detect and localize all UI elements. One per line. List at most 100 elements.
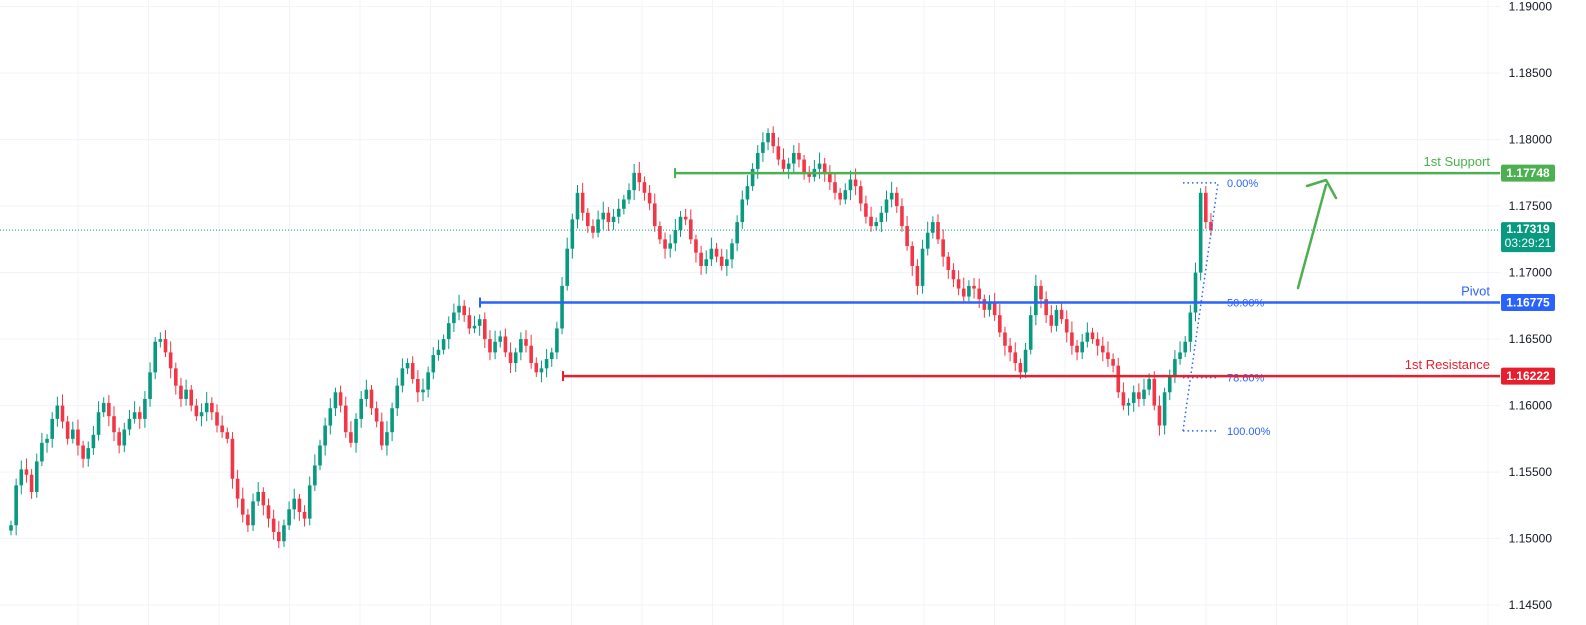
candle	[1090, 327, 1095, 344]
candle	[910, 241, 915, 276]
candle	[302, 505, 307, 527]
candle	[869, 206, 873, 232]
support-price-badge: 1.17748	[1501, 164, 1555, 182]
candle	[539, 360, 544, 383]
candle	[925, 221, 930, 256]
fib-level-label: 100.00%	[1227, 426, 1271, 438]
candle	[1126, 398, 1131, 416]
candle	[122, 422, 127, 453]
candle	[158, 332, 163, 348]
candle	[55, 396, 60, 427]
candle	[1059, 303, 1064, 324]
candle	[395, 377, 400, 417]
candle	[565, 237, 569, 291]
candle	[416, 370, 420, 403]
candle	[477, 314, 482, 336]
candle	[1070, 321, 1074, 355]
candle	[622, 194, 626, 215]
candle	[318, 439, 322, 471]
candle	[45, 434, 49, 453]
candle	[168, 341, 173, 379]
candle	[174, 362, 178, 395]
candle	[143, 391, 147, 428]
candle	[50, 412, 54, 448]
candle	[199, 403, 204, 427]
candle	[369, 384, 374, 416]
candle	[462, 300, 466, 322]
candle	[879, 205, 884, 233]
candle	[1049, 305, 1054, 333]
candle	[1003, 326, 1007, 356]
candle	[1188, 304, 1193, 352]
candle	[1173, 350, 1177, 384]
projection-arrow[interactable]	[1296, 178, 1338, 290]
y-tick-label: 1.17500	[1509, 199, 1553, 213]
support-label: 1st Support	[1424, 154, 1491, 169]
candle	[307, 476, 312, 526]
candle	[441, 334, 446, 355]
candle	[1064, 310, 1069, 343]
candle	[982, 294, 987, 318]
candle	[400, 358, 405, 393]
candle	[874, 217, 878, 231]
y-tick-label: 1.16000	[1509, 399, 1553, 413]
candle	[14, 478, 18, 536]
candle	[333, 387, 338, 417]
candle	[137, 406, 142, 429]
candle	[828, 165, 832, 191]
candle	[354, 413, 358, 453]
y-tick-label: 1.19000	[1509, 0, 1553, 14]
candle	[163, 330, 168, 358]
candle	[611, 208, 616, 230]
candle	[642, 176, 647, 201]
candle	[663, 232, 667, 259]
candle	[127, 409, 132, 436]
candle	[467, 307, 472, 335]
candle	[1023, 342, 1028, 379]
candle	[1131, 385, 1136, 412]
candle	[508, 342, 513, 374]
candle	[544, 349, 549, 378]
candle	[483, 312, 487, 349]
candle	[230, 432, 235, 489]
candle	[745, 175, 750, 206]
resistance-label: 1st Resistance	[1405, 357, 1490, 372]
candle	[627, 183, 631, 205]
candle	[1183, 336, 1187, 358]
candle	[848, 170, 853, 201]
candle	[266, 498, 271, 528]
candle	[1121, 382, 1126, 411]
candle	[148, 362, 152, 407]
svg-text:1.17319: 1.17319	[1506, 222, 1550, 236]
candle	[1162, 387, 1167, 435]
price-axis-badges: 1.17748 1.16775 1.16222 1.17319 03:29:21	[1501, 164, 1555, 385]
candle	[591, 219, 595, 239]
current-price-badge: 1.17319 03:29:21	[1501, 222, 1555, 253]
candle	[632, 163, 636, 201]
candle	[668, 234, 672, 258]
candle	[472, 315, 477, 334]
candle	[776, 137, 781, 166]
candle	[405, 358, 410, 375]
candle	[797, 142, 801, 168]
fib-level-label: 0.00%	[1227, 178, 1258, 190]
candle	[1193, 262, 1198, 322]
candle	[91, 425, 96, 455]
candle	[1044, 291, 1048, 324]
y-tick-label: 1.18500	[1509, 66, 1553, 80]
candle	[864, 195, 868, 224]
candle	[858, 180, 863, 212]
candle	[1008, 337, 1012, 362]
candle	[153, 337, 157, 380]
candle	[843, 183, 848, 205]
candle	[956, 270, 961, 296]
candle	[998, 304, 1002, 338]
candle	[678, 211, 683, 237]
candle	[555, 321, 559, 360]
candle	[488, 330, 492, 361]
candle	[792, 145, 796, 173]
y-tick-label: 1.16500	[1509, 332, 1553, 346]
candle	[936, 214, 940, 245]
candle	[740, 190, 745, 229]
